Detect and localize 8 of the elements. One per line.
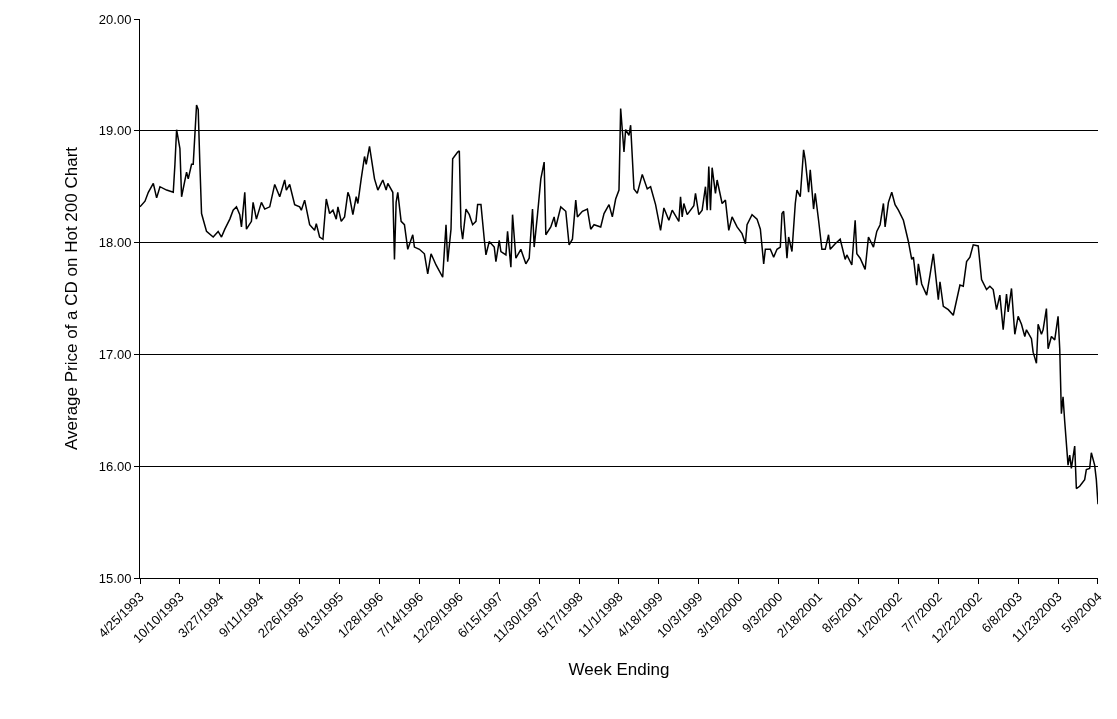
y-tick-label: 15.00	[98, 570, 132, 586]
y-tick-label: 16.00	[98, 458, 132, 474]
y-tick-label: 19.00	[98, 123, 132, 139]
x-axis-title: Week Ending	[568, 660, 670, 680]
y-tick-label: 17.00	[98, 346, 132, 362]
y-tick-label: 20.00	[98, 11, 132, 27]
y-tick-label: 18.00	[98, 235, 132, 251]
y-axis-title: Average Price of a CD on Hot 200 Chart	[62, 146, 82, 451]
